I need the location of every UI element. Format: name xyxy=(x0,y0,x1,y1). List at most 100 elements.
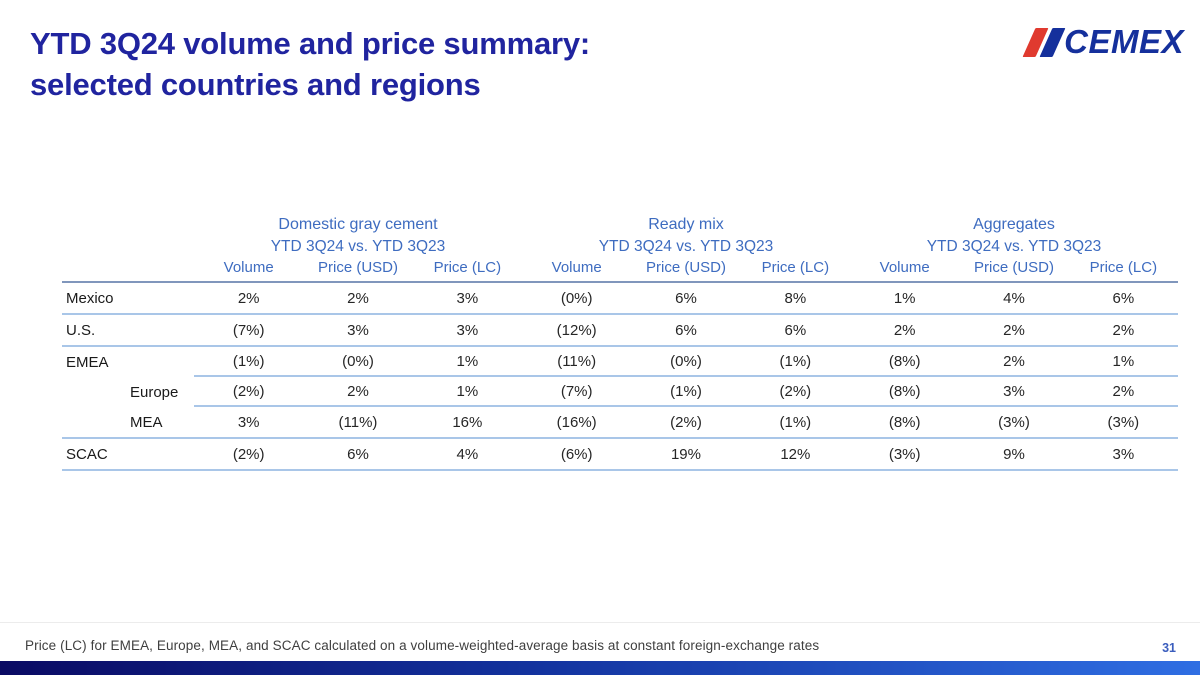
row-label: MEA xyxy=(130,413,163,431)
group-domestic-gray-cement: Domestic gray cement YTD 3Q24 vs. YTD 3Q… xyxy=(194,214,522,257)
table-cell: 1% xyxy=(456,352,479,370)
table-cell: 19% xyxy=(670,445,701,463)
table-cell: 6% xyxy=(675,289,697,307)
row-values: (2%) 2% 1% (7%) (1%) (2%) (8%) 3% 2% xyxy=(194,377,1178,407)
table-cell: (11%) xyxy=(557,352,597,370)
column-header: Price (LC) xyxy=(433,259,502,276)
table-cell: (2%) xyxy=(232,445,265,463)
table-cell: 1% xyxy=(1112,352,1135,370)
table-cell: (3%) xyxy=(1107,413,1140,431)
table-cell: (1%) xyxy=(779,352,812,370)
table-cell: 2% xyxy=(893,321,916,339)
table-cell: 9% xyxy=(1003,445,1025,463)
group-ready-mix: Ready mix YTD 3Q24 vs. YTD 3Q23 xyxy=(522,214,850,257)
table-row-mea: MEA 3% (11%) 16% (16%) (2%) (1%) (8%) (3%) (3%) xyxy=(62,407,1178,439)
table-cell: 1% xyxy=(893,289,916,307)
table-cell: (16%) xyxy=(556,413,597,431)
cemex-logo: CEMEX xyxy=(1022,23,1184,60)
volume-price-summary-table: Domestic gray cement YTD 3Q24 vs. YTD 3Q… xyxy=(62,214,1178,471)
column-header: Volume xyxy=(223,259,274,276)
column-header: Price (LC) xyxy=(761,259,830,276)
table-cell: (8%) xyxy=(888,382,921,400)
table-cell: 3% xyxy=(1003,382,1025,400)
table-row-mexico: Mexico 2% 2% 3% (0%) 6% 8% 1% 4% 6% xyxy=(62,283,1178,315)
column-header: Price (USD) xyxy=(973,259,1054,276)
table-cell: 2% xyxy=(1112,382,1135,400)
table-cell: (2%) xyxy=(232,382,265,400)
row-values: 2% 2% 3% (0%) 6% 8% 1% 4% 6% xyxy=(194,283,1178,313)
group-subtitle: YTD 3Q24 vs. YTD 3Q23 xyxy=(926,238,1102,255)
table-cell: 2% xyxy=(347,289,369,307)
table-cell: 4% xyxy=(456,445,479,463)
column-header: Price (USD) xyxy=(317,259,398,276)
table-cell: (7%) xyxy=(232,321,265,339)
group-title: Ready mix xyxy=(648,216,724,233)
table-cell: 4% xyxy=(1003,289,1025,307)
row-values: (1%) (0%) 1% (11%) (0%) (1%) (8%) 2% 1% xyxy=(194,347,1178,377)
row-values: (7%) 3% 3% (12%) 6% 6% 2% 2% 2% xyxy=(194,315,1178,345)
group-header-spacer xyxy=(62,214,194,257)
table-cell: (7%) xyxy=(560,382,593,400)
table-cell: 2% xyxy=(1003,321,1025,339)
page-title: YTD 3Q24 volume and price summary: selec… xyxy=(30,24,590,106)
table-cell: 8% xyxy=(784,289,807,307)
table-cell: 6% xyxy=(784,321,807,339)
page-title-line2: selected countries and regions xyxy=(30,66,481,102)
table-cell: (12%) xyxy=(556,321,597,339)
page-number: 31 xyxy=(1162,641,1176,655)
table-cell: 2% xyxy=(1112,321,1135,339)
table-cell: (2%) xyxy=(670,413,702,431)
group-title: Aggregates xyxy=(973,216,1055,233)
table-cell: 6% xyxy=(1112,289,1135,307)
row-label: Europe xyxy=(130,383,179,401)
group-subtitle: YTD 3Q24 vs. YTD 3Q23 xyxy=(598,238,774,255)
column-header: Price (USD) xyxy=(645,259,726,276)
table-cell: 12% xyxy=(780,445,811,463)
row-label: SCAC xyxy=(66,445,108,463)
bottom-gradient-bar xyxy=(0,661,1200,675)
row-label: U.S. xyxy=(66,321,96,339)
table-cell: 16% xyxy=(452,413,483,431)
table-cell: (0%) xyxy=(560,289,593,307)
table-cell: 3% xyxy=(456,321,479,339)
row-values: 3% (11%) 16% (16%) (2%) (1%) (8%) (3%) (3%) xyxy=(194,407,1178,437)
table-cell: (2%) xyxy=(779,382,812,400)
group-subtitle: YTD 3Q24 vs. YTD 3Q23 xyxy=(270,238,446,255)
column-header-cells: Volume Price (USD) Price (LC) Volume Pri… xyxy=(194,259,1178,276)
group-title: Domestic gray cement xyxy=(278,216,438,233)
row-values: (2%) 6% 4% (6%) 19% 12% (3%) 9% 3% xyxy=(194,439,1178,469)
table-cell: 1% xyxy=(456,382,479,400)
table-cell: 6% xyxy=(675,321,697,339)
column-header: Volume xyxy=(551,259,602,276)
table-cell: (1%) xyxy=(232,352,265,370)
table-cell: (1%) xyxy=(670,382,702,400)
footnote-text: Price (LC) for EMEA, Europe, MEA, and SC… xyxy=(25,638,820,653)
table-row-scac: SCAC (2%) 6% 4% (6%) 19% 12% (3%) 9% 3% xyxy=(62,439,1178,471)
table-cell: 3% xyxy=(347,321,369,339)
table-cell: (11%) xyxy=(338,413,378,431)
table-cell: (8%) xyxy=(888,413,921,431)
page-title-line1: YTD 3Q24 volume and price summary: xyxy=(30,26,591,61)
logo-wordmark: CEMEX xyxy=(1064,23,1184,60)
table-cell: (1%) xyxy=(779,413,812,431)
table-cell: 2% xyxy=(237,289,260,307)
group-aggregates: Aggregates YTD 3Q24 vs. YTD 3Q23 xyxy=(850,214,1178,257)
table-row-europe: Europe (2%) 2% 1% (7%) (1%) (2%) (8%) 3% 2% xyxy=(62,377,1178,407)
table-column-headers: Volume Price (USD) Price (LC) Volume Pri… xyxy=(62,259,1178,283)
table-cell: (0%) xyxy=(670,352,702,370)
table-cell: (3%) xyxy=(998,413,1030,431)
row-label: EMEA xyxy=(66,353,109,371)
table-cell: (0%) xyxy=(342,352,374,370)
table-group-headers: Domestic gray cement YTD 3Q24 vs. YTD 3Q… xyxy=(62,214,1178,257)
table-cell: (3%) xyxy=(888,445,921,463)
table-cell: 3% xyxy=(1112,445,1135,463)
table-cell: 2% xyxy=(347,382,369,400)
table-cell: 2% xyxy=(1003,352,1025,370)
column-header: Volume xyxy=(879,259,930,276)
table-row-emea: EMEA (1%) (0%) 1% (11%) (0%) (1%) (8%) 2% 1% xyxy=(62,347,1178,377)
footer-divider xyxy=(0,622,1200,623)
table-cell: (8%) xyxy=(888,352,921,370)
column-header: Price (LC) xyxy=(1089,259,1158,276)
table-body: Mexico 2% 2% 3% (0%) 6% 8% 1% 4% 6% U.S. (7%) 3% 3% (1… xyxy=(62,283,1178,471)
